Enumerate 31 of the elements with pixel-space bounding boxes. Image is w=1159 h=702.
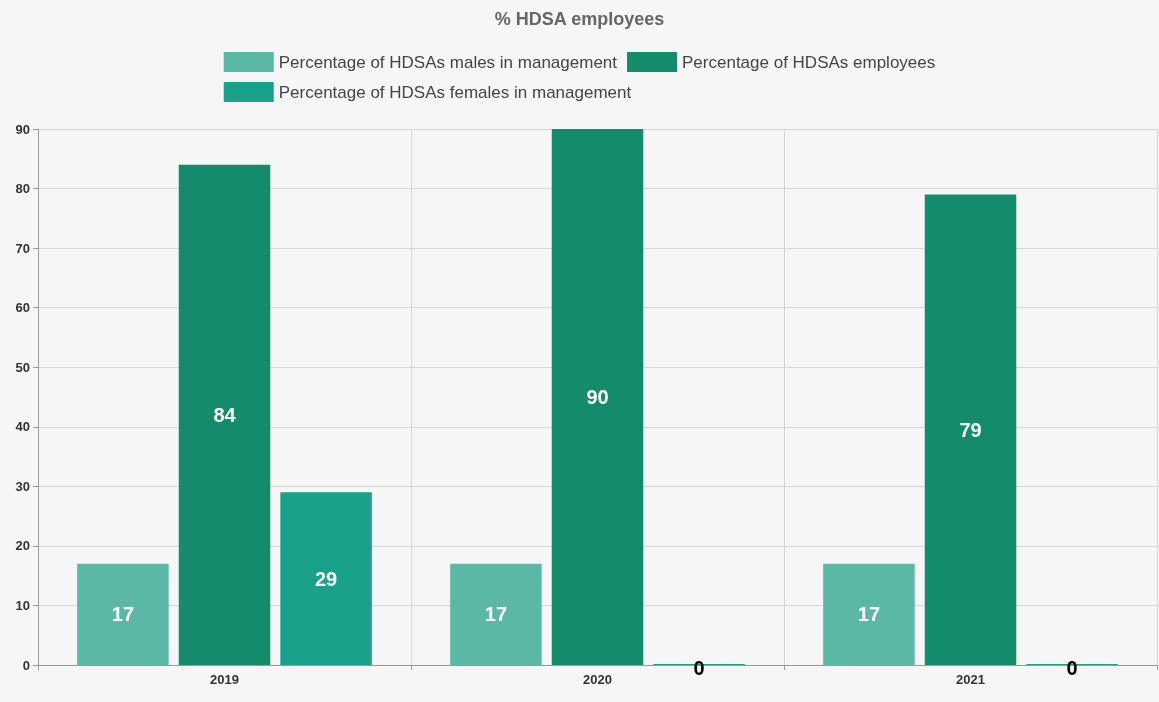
- legend-label: Percentage of HDSAs females in management: [278, 82, 632, 102]
- data-label: 17: [111, 603, 135, 626]
- bar: [178, 164, 271, 665]
- y-tick-label: 90: [15, 121, 30, 137]
- y-tick-label: 50: [15, 359, 30, 375]
- chart-title: % HDSA employees: [494, 9, 665, 29]
- bar: [280, 492, 372, 665]
- y-tick-label: 60: [15, 300, 30, 316]
- bar: [823, 563, 915, 665]
- bar: [924, 194, 1017, 665]
- y-tick-label: 70: [15, 240, 30, 256]
- data-label: 29: [314, 567, 338, 590]
- data-label: 90: [586, 386, 609, 408]
- y-tick-label: 0: [22, 657, 30, 673]
- data-label: 84: [213, 403, 237, 426]
- y-tick-label: 20: [15, 538, 30, 554]
- x-tick-label: 2020: [583, 672, 612, 687]
- y-tick-label: 30: [15, 478, 30, 494]
- data-label: 17: [484, 603, 508, 626]
- y-tick-label: 80: [15, 181, 30, 197]
- bar: [551, 129, 644, 665]
- bar: [450, 563, 542, 665]
- legend-label: Percentage of HDSAs males in management: [278, 52, 618, 72]
- y-tick-label: 10: [15, 597, 30, 613]
- x-tick-label: 2019: [210, 672, 239, 687]
- y-tick-label: 40: [15, 419, 30, 435]
- legend-label: Percentage of HDSAs employees: [682, 52, 936, 72]
- bar: [77, 563, 169, 665]
- x-tick-label: 2021: [956, 672, 985, 687]
- data-label: 17: [857, 603, 881, 626]
- data-label: 79: [959, 418, 982, 441]
